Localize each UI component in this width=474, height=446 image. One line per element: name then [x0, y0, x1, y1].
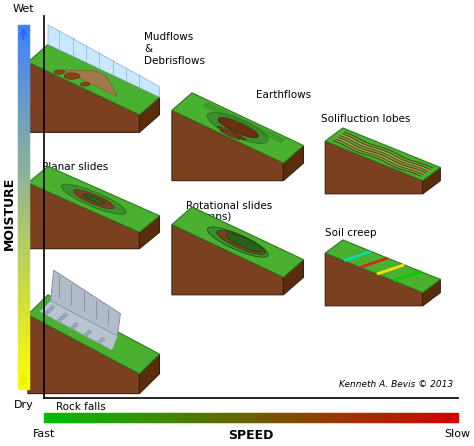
- Polygon shape: [338, 136, 428, 173]
- Polygon shape: [28, 166, 159, 232]
- Polygon shape: [172, 224, 283, 295]
- Polygon shape: [172, 93, 303, 163]
- Polygon shape: [217, 230, 265, 254]
- Text: SPEED: SPEED: [228, 429, 273, 442]
- Polygon shape: [207, 227, 268, 257]
- Circle shape: [64, 313, 67, 317]
- Text: Soil creep: Soil creep: [325, 228, 377, 238]
- Text: Rotational slides
(slumps): Rotational slides (slumps): [186, 201, 272, 222]
- Polygon shape: [62, 70, 118, 96]
- Polygon shape: [28, 295, 159, 374]
- Polygon shape: [340, 134, 430, 171]
- Polygon shape: [342, 132, 432, 169]
- Circle shape: [47, 309, 51, 313]
- Circle shape: [98, 340, 101, 344]
- Text: Wet: Wet: [12, 4, 34, 14]
- Circle shape: [71, 326, 75, 330]
- Text: Dry: Dry: [13, 400, 33, 410]
- Circle shape: [100, 337, 105, 341]
- Polygon shape: [48, 25, 159, 97]
- Ellipse shape: [55, 70, 64, 74]
- Ellipse shape: [81, 82, 90, 86]
- Polygon shape: [325, 128, 440, 181]
- Text: Solifluction lobes: Solifluction lobes: [320, 114, 410, 124]
- Polygon shape: [139, 354, 159, 394]
- Polygon shape: [336, 137, 426, 174]
- Polygon shape: [325, 141, 423, 194]
- Polygon shape: [423, 167, 440, 194]
- Text: Rock falls: Rock falls: [56, 402, 106, 412]
- Polygon shape: [226, 234, 263, 252]
- Polygon shape: [218, 118, 258, 138]
- Polygon shape: [73, 190, 114, 209]
- Circle shape: [74, 323, 78, 327]
- Polygon shape: [139, 97, 159, 132]
- Circle shape: [44, 312, 48, 315]
- Polygon shape: [325, 253, 423, 306]
- Circle shape: [50, 306, 54, 310]
- Text: Earthflows: Earthflows: [255, 90, 310, 100]
- Text: Kenneth A. Bevis © 2013: Kenneth A. Bevis © 2013: [339, 380, 453, 389]
- Polygon shape: [28, 314, 139, 394]
- Polygon shape: [51, 270, 120, 336]
- Polygon shape: [61, 184, 126, 215]
- Text: Slow: Slow: [445, 429, 471, 439]
- Text: MOISTURE: MOISTURE: [3, 177, 16, 250]
- Polygon shape: [283, 145, 303, 181]
- Polygon shape: [28, 183, 139, 249]
- Polygon shape: [28, 45, 159, 115]
- Polygon shape: [39, 301, 118, 350]
- Polygon shape: [82, 194, 105, 204]
- Text: Planar slides: Planar slides: [42, 162, 108, 173]
- Text: Mudflows
&
Debrisflows: Mudflows & Debrisflows: [144, 32, 205, 66]
- Circle shape: [61, 316, 64, 320]
- Polygon shape: [220, 130, 240, 140]
- Polygon shape: [217, 126, 246, 140]
- Polygon shape: [139, 216, 159, 249]
- Polygon shape: [28, 62, 139, 132]
- Circle shape: [87, 330, 91, 334]
- Polygon shape: [333, 139, 423, 176]
- Polygon shape: [207, 112, 268, 144]
- Polygon shape: [423, 280, 440, 306]
- Circle shape: [84, 333, 88, 337]
- Polygon shape: [325, 240, 440, 293]
- Polygon shape: [172, 207, 303, 277]
- Text: Fast: Fast: [33, 429, 55, 439]
- Polygon shape: [283, 260, 303, 295]
- Polygon shape: [172, 111, 283, 181]
- Ellipse shape: [64, 73, 80, 79]
- Circle shape: [57, 319, 62, 322]
